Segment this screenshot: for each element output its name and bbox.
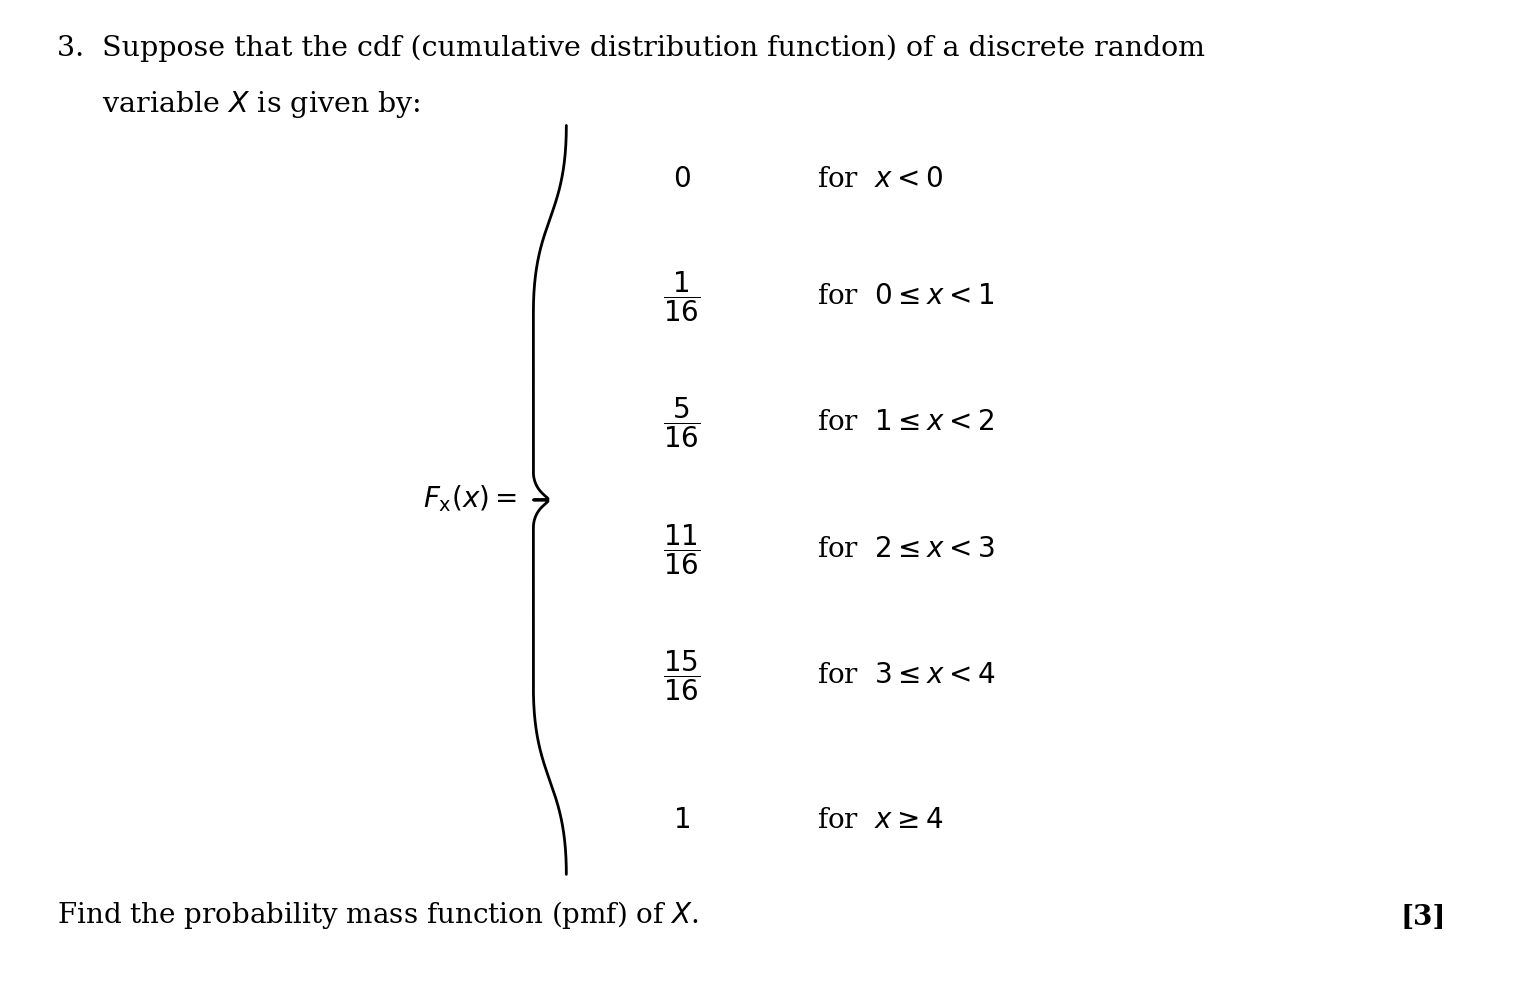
- Text: for  $1 \leq x < 2$: for $1 \leq x < 2$: [817, 409, 993, 437]
- Text: [3]: [3]: [1401, 904, 1446, 931]
- Text: for  $0 \leq x < 1$: for $0 \leq x < 1$: [817, 283, 993, 310]
- Text: for  $x < 0$: for $x < 0$: [817, 166, 943, 194]
- Text: for  $x \geq 4$: for $x \geq 4$: [817, 806, 943, 834]
- Text: 3.  Suppose that the cdf (cumulative distribution function) of a discrete random: 3. Suppose that the cdf (cumulative dist…: [58, 35, 1205, 62]
- Text: $\dfrac{5}{16}$: $\dfrac{5}{16}$: [662, 395, 700, 451]
- Text: $\dfrac{1}{16}$: $\dfrac{1}{16}$: [662, 269, 700, 324]
- Text: $1$: $1$: [673, 806, 690, 834]
- Text: for  $2 \leq x < 3$: for $2 \leq x < 3$: [817, 535, 994, 563]
- Text: Find the probability mass function (pmf) of $X$.: Find the probability mass function (pmf)…: [58, 899, 699, 931]
- Text: variable $X$ is given by:: variable $X$ is given by:: [58, 89, 420, 120]
- Text: $0$: $0$: [673, 166, 691, 194]
- Text: $\dfrac{11}{16}$: $\dfrac{11}{16}$: [662, 522, 700, 577]
- Text: $\dfrac{15}{16}$: $\dfrac{15}{16}$: [662, 648, 700, 703]
- Text: for  $3 \leq x < 4$: for $3 \leq x < 4$: [817, 662, 994, 690]
- Text: $F_{\mathrm{x}}(x) =$: $F_{\mathrm{x}}(x) =$: [423, 483, 517, 515]
